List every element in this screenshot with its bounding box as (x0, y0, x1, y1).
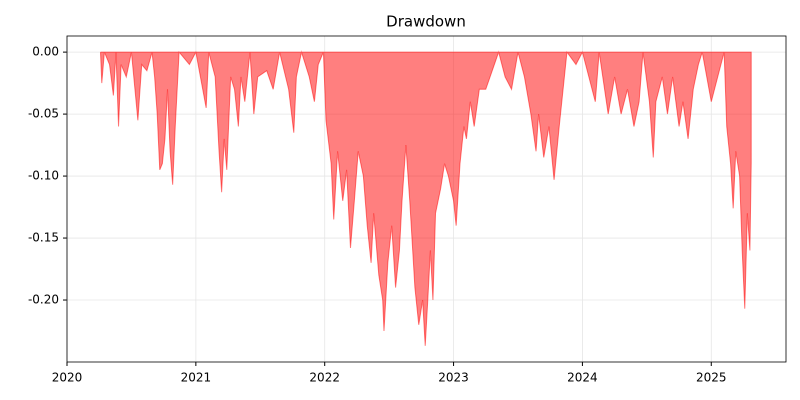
plot-frame (66, 35, 787, 363)
x-tick-label: 2021 (181, 371, 212, 385)
x-tick-label: 2024 (567, 371, 598, 385)
y-tick-label: 0.00 (32, 45, 59, 59)
x-tick-label: 2023 (438, 371, 469, 385)
y-tick-label: -0.20 (28, 293, 59, 307)
x-tick-label: 2025 (696, 371, 727, 385)
y-tick-label: -0.15 (28, 231, 59, 245)
x-tick-label: 2020 (52, 371, 83, 385)
y-tick-label: -0.10 (28, 169, 59, 183)
x-tick-label: 2022 (309, 371, 340, 385)
y-tick-label: -0.05 (28, 107, 59, 121)
drawdown-area (100, 50, 752, 346)
chart-title: Drawdown (386, 13, 466, 31)
